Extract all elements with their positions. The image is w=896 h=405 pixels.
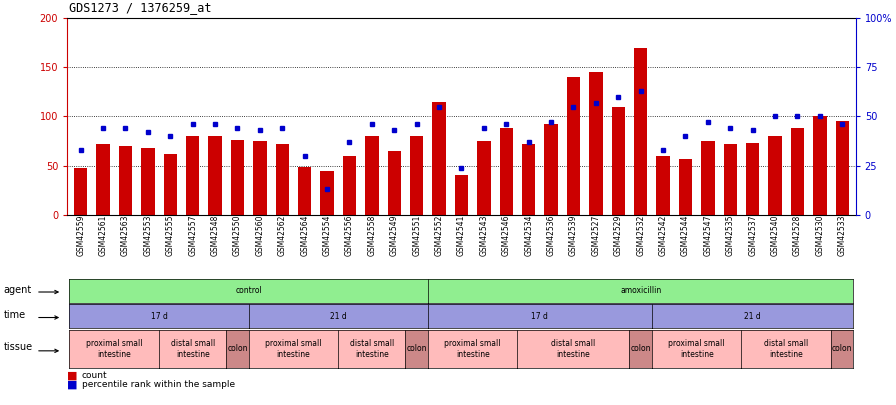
- Text: GSM42540: GSM42540: [771, 215, 780, 256]
- Text: amoxicillin: amoxicillin: [620, 286, 661, 295]
- Text: count: count: [82, 371, 108, 380]
- Bar: [499, 128, 513, 215]
- Text: colon: colon: [228, 344, 247, 354]
- Bar: [521, 144, 536, 215]
- Bar: [230, 140, 244, 215]
- Text: distal small
intestine: distal small intestine: [349, 339, 394, 358]
- Text: GSM42530: GSM42530: [815, 215, 824, 256]
- Bar: [454, 175, 468, 215]
- Text: control: control: [236, 286, 262, 295]
- Text: GSM42542: GSM42542: [659, 215, 668, 256]
- Text: GSM42529: GSM42529: [614, 215, 623, 256]
- Text: GSM42559: GSM42559: [76, 215, 85, 256]
- Bar: [96, 144, 109, 215]
- Text: GSM42552: GSM42552: [435, 215, 444, 256]
- Bar: [365, 136, 378, 215]
- Text: GSM42528: GSM42528: [793, 215, 802, 256]
- Bar: [321, 171, 333, 215]
- Text: GSM42560: GSM42560: [255, 215, 264, 256]
- Text: percentile rank within the sample: percentile rank within the sample: [82, 380, 235, 389]
- Bar: [163, 154, 177, 215]
- Text: distal small
intestine: distal small intestine: [551, 339, 596, 358]
- Bar: [118, 146, 133, 215]
- Bar: [701, 141, 714, 215]
- Text: colon: colon: [631, 344, 650, 354]
- Text: time: time: [4, 310, 25, 320]
- Text: GSM42558: GSM42558: [367, 215, 376, 256]
- Text: GSM42533: GSM42533: [838, 215, 847, 256]
- Text: 21 d: 21 d: [330, 312, 347, 321]
- Text: ■: ■: [67, 380, 78, 390]
- Text: GSM42534: GSM42534: [524, 215, 533, 256]
- Text: GSM42561: GSM42561: [99, 215, 108, 256]
- Bar: [745, 143, 759, 215]
- Text: GSM42550: GSM42550: [233, 215, 242, 256]
- Text: proximal small
intestine: proximal small intestine: [265, 339, 322, 358]
- Bar: [723, 144, 737, 215]
- Text: GSM42562: GSM42562: [278, 215, 287, 256]
- Text: colon: colon: [407, 344, 426, 354]
- Text: GSM42527: GSM42527: [591, 215, 600, 256]
- Bar: [611, 107, 625, 215]
- Text: GSM42554: GSM42554: [323, 215, 332, 256]
- Bar: [768, 136, 781, 215]
- Bar: [678, 159, 692, 215]
- Text: GSM42549: GSM42549: [390, 215, 399, 256]
- Bar: [297, 166, 311, 215]
- Text: colon: colon: [832, 344, 852, 354]
- Text: GSM42544: GSM42544: [681, 215, 690, 256]
- Text: GSM42539: GSM42539: [569, 215, 578, 256]
- Bar: [186, 136, 199, 215]
- Text: GSM42537: GSM42537: [748, 215, 757, 256]
- Bar: [432, 102, 445, 215]
- Bar: [275, 144, 289, 215]
- Text: GSM42546: GSM42546: [502, 215, 511, 256]
- Text: agent: agent: [4, 285, 31, 294]
- Text: ■: ■: [67, 371, 78, 381]
- Bar: [566, 77, 581, 215]
- Bar: [73, 168, 87, 215]
- Text: GSM42547: GSM42547: [703, 215, 712, 256]
- Bar: [544, 124, 557, 215]
- Text: GSM42557: GSM42557: [188, 215, 197, 256]
- Text: GSM42536: GSM42536: [547, 215, 556, 256]
- Bar: [790, 128, 804, 215]
- Text: GSM42553: GSM42553: [143, 215, 152, 256]
- Bar: [477, 141, 491, 215]
- Bar: [835, 122, 849, 215]
- Text: GSM42564: GSM42564: [300, 215, 309, 256]
- Text: proximal small
intestine: proximal small intestine: [444, 339, 501, 358]
- Bar: [387, 151, 401, 215]
- Bar: [253, 141, 267, 215]
- Text: GSM42548: GSM42548: [211, 215, 220, 256]
- Text: GSM42551: GSM42551: [412, 215, 421, 256]
- Bar: [142, 148, 154, 215]
- Text: GSM42541: GSM42541: [457, 215, 466, 256]
- Text: GSM42532: GSM42532: [636, 215, 645, 256]
- Bar: [590, 72, 602, 215]
- Text: GSM42556: GSM42556: [345, 215, 354, 256]
- Text: proximal small
intestine: proximal small intestine: [668, 339, 725, 358]
- Text: GSM42555: GSM42555: [166, 215, 175, 256]
- Text: tissue: tissue: [4, 342, 32, 352]
- Text: GDS1273 / 1376259_at: GDS1273 / 1376259_at: [69, 1, 211, 14]
- Text: 21 d: 21 d: [745, 312, 761, 321]
- Bar: [633, 48, 647, 215]
- Text: GSM42543: GSM42543: [479, 215, 488, 256]
- Text: proximal small
intestine: proximal small intestine: [86, 339, 142, 358]
- Text: GSM42535: GSM42535: [726, 215, 735, 256]
- Text: 17 d: 17 d: [531, 312, 548, 321]
- Text: 17 d: 17 d: [151, 312, 168, 321]
- Bar: [342, 156, 356, 215]
- Text: distal small
intestine: distal small intestine: [170, 339, 215, 358]
- Bar: [656, 156, 669, 215]
- Bar: [814, 117, 826, 215]
- Text: distal small
intestine: distal small intestine: [764, 339, 808, 358]
- Text: GSM42563: GSM42563: [121, 215, 130, 256]
- Bar: [409, 136, 423, 215]
- Bar: [208, 136, 221, 215]
